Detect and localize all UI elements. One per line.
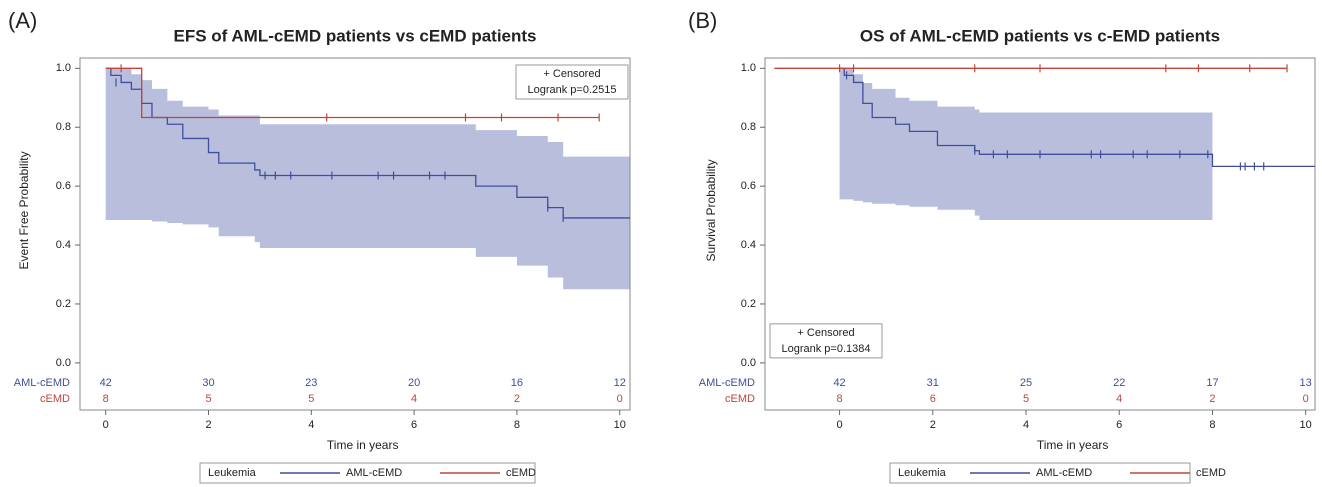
at-risk-count: 42 [833, 377, 845, 389]
legend-title: Leukemia [208, 467, 257, 479]
y-tick-label: 1.0 [56, 62, 71, 74]
x-tick-label: 4 [308, 419, 314, 431]
at-risk-count: 8 [837, 393, 843, 405]
plot-frame [764, 57, 1316, 411]
legend-label: cEMD [506, 467, 536, 479]
y-axis-label: Survival Probability [704, 159, 718, 261]
y-tick-label: 0.4 [741, 239, 756, 251]
legend: Leukemia AML-cEMD cEMD [199, 462, 536, 484]
x-tick-label: 4 [1023, 419, 1029, 431]
y-tick-label: 0.2 [741, 298, 756, 310]
chart-title: EFS of AML-cEMD patients vs cEMD patient… [173, 26, 536, 45]
panel: (A) EFS of AML-cEMD patients vs cEMD pati… [8, 8, 631, 484]
survival-line [105, 67, 630, 219]
at-risk-count: 4 [411, 393, 417, 405]
y-tick-label: 0.6 [56, 180, 71, 192]
at-risk-count: 25 [1020, 377, 1032, 389]
panel-label: (A) [8, 8, 37, 33]
survival-line [105, 67, 600, 119]
y-tick-label: 0.4 [56, 239, 71, 251]
legend-title: Leukemia [898, 467, 947, 479]
at-risk-count: 8 [103, 393, 109, 405]
at-risk-count: 5 [1023, 393, 1029, 405]
x-tick-label: 8 [1209, 419, 1215, 431]
x-tick-label: 8 [514, 419, 520, 431]
x-tick-label: 10 [1300, 419, 1312, 431]
at-risk-count: 31 [927, 377, 939, 389]
at-risk-count: 16 [511, 377, 523, 389]
at-risk-count: 0 [1303, 393, 1309, 405]
y-tick-label: 0.2 [56, 298, 71, 310]
at-risk-row-label: cEMD [725, 393, 755, 405]
logrank-annotation: Logrank p=0.2515 [528, 84, 617, 96]
y-tick-label: 0.8 [741, 121, 756, 133]
legend-box [199, 462, 536, 484]
censored-note: + Censored [543, 68, 600, 80]
panel: (B) OS of AML-cEMD patients vs c-EMD pati… [688, 8, 1316, 484]
legend: Leukemia AML-cEMD cEMD [889, 462, 1226, 484]
survival-line [839, 67, 1315, 168]
y-axis-label: Event Free Probability [17, 151, 31, 269]
at-risk-count: 6 [930, 393, 936, 405]
y-tick-label: 1.0 [741, 62, 756, 74]
plot-frame [79, 57, 631, 411]
x-tick-label: 6 [411, 419, 417, 431]
at-risk-count: 17 [1206, 377, 1218, 389]
at-risk-count: 30 [202, 377, 214, 389]
at-risk-count: 12 [614, 377, 626, 389]
at-risk-count: 22 [1113, 377, 1125, 389]
panel-label: (B) [688, 8, 717, 33]
y-tick-label: 0.0 [741, 357, 756, 369]
confidence-band [839, 68, 1213, 221]
at-risk-count: 2 [1209, 393, 1215, 405]
legend-label: AML-cEMD [346, 467, 402, 479]
x-axis-label: Time in years [327, 438, 399, 452]
at-risk-count: 13 [1300, 377, 1312, 389]
x-tick-label: 6 [1116, 419, 1122, 431]
at-risk-count: 5 [205, 393, 211, 405]
x-tick-label: 2 [205, 419, 211, 431]
at-risk-count: 20 [408, 377, 420, 389]
at-risk-row-label: AML-cEMD [14, 377, 70, 389]
x-tick-label: 0 [103, 419, 109, 431]
chart-title: OS of AML-cEMD patients vs c-EMD patient… [860, 26, 1220, 45]
inset-box [515, 64, 629, 100]
inset-box [769, 323, 883, 359]
at-risk-count: 4 [1116, 393, 1122, 405]
at-risk-count: 42 [100, 377, 112, 389]
at-risk-count: 0 [617, 393, 623, 405]
logrank-annotation: Logrank p=0.1384 [782, 343, 871, 355]
x-axis-label: Time in years [1037, 438, 1109, 452]
y-tick-label: 0.0 [56, 357, 71, 369]
x-tick-label: 10 [614, 419, 626, 431]
legend-label: AML-cEMD [1036, 467, 1092, 479]
x-tick-label: 0 [837, 419, 843, 431]
censored-note: + Censored [797, 327, 854, 339]
y-tick-label: 0.6 [741, 180, 756, 192]
legend-label: cEMD [1196, 467, 1226, 479]
at-risk-row-label: AML-cEMD [699, 377, 755, 389]
y-tick-label: 0.8 [56, 121, 71, 133]
at-risk-count: 5 [308, 393, 314, 405]
x-tick-label: 2 [930, 419, 936, 431]
confidence-band [105, 68, 631, 290]
at-risk-count: 23 [305, 377, 317, 389]
at-risk-row-label: cEMD [40, 393, 70, 405]
at-risk-count: 2 [514, 393, 520, 405]
